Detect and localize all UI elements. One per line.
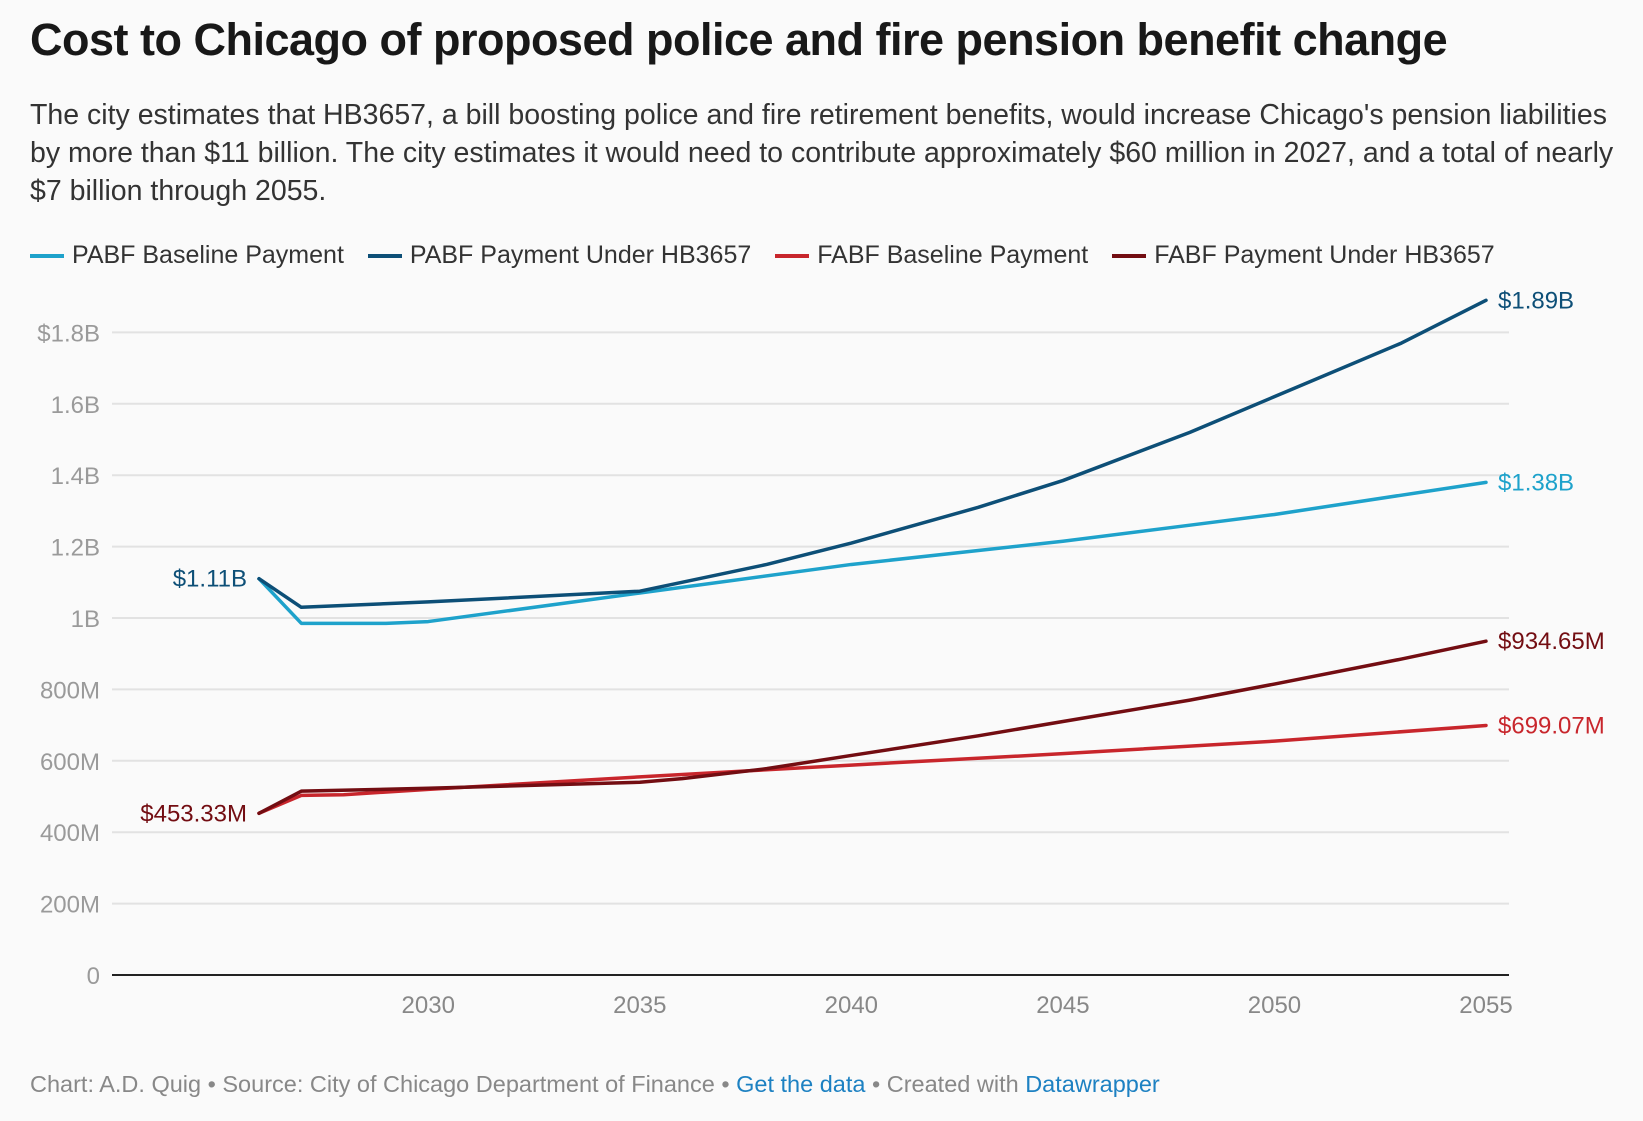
legend-label: PABF Payment Under HB3657 [409, 241, 752, 269]
y-tick-label: 0 [87, 963, 100, 990]
legend-swatch [367, 253, 402, 258]
start-value-label: $1.11B [173, 566, 247, 593]
end-value-label: $934.65M [1498, 628, 1605, 655]
y-tick-label: $1.8B [37, 320, 100, 347]
x-tick-label: 2055 [1459, 992, 1512, 1019]
footer-created: • Created with [871, 1071, 1019, 1097]
x-tick-label: 2045 [1036, 992, 1089, 1019]
y-tick-label: 1B [71, 606, 100, 633]
x-tick-label: 2050 [1248, 992, 1301, 1019]
footer: Chart: A.D. Quig • Source: City of Chica… [30, 1071, 1160, 1098]
legend-swatch [1112, 253, 1147, 258]
y-tick-label: 800M [40, 677, 100, 704]
legend-label: FABF Baseline Payment [817, 241, 1089, 269]
x-tick-label: 2035 [613, 992, 666, 1019]
datawrapper-link[interactable]: Datawrapper [1025, 1071, 1160, 1097]
legend-item-pabf-hb3657: PABF Payment Under HB3657 [367, 241, 752, 270]
chart-title: Cost to Chicago of proposed police and f… [30, 14, 1448, 65]
series-line-3 [257, 639, 1488, 816]
legend-item-fabf-hb3657: FABF Payment Under HB3657 [1112, 241, 1495, 270]
series-line-1 [257, 298, 1488, 610]
y-tick-label: 1.6B [51, 392, 100, 419]
legend-item-fabf-baseline: FABF Baseline Payment [775, 241, 1088, 270]
x-tick-label: 2030 [402, 992, 455, 1019]
chart-subtitle: The city estimates that HB3657, a bill b… [30, 99, 1614, 207]
series-line-0 [257, 480, 1488, 626]
legend-item-pabf-baseline: PABF Baseline Payment [30, 241, 344, 270]
y-tick-label: 400M [40, 820, 100, 847]
get-the-data-link[interactable]: Get the data [736, 1071, 866, 1097]
end-value-label: $1.89B [1498, 287, 1574, 314]
end-value-label: $699.07M [1498, 712, 1605, 739]
y-tick-label: 1.4B [51, 463, 100, 490]
legend-label: FABF Payment Under HB3657 [1154, 241, 1495, 269]
y-tick-label: 600M [40, 749, 100, 776]
start-value-label: $453.33M [140, 800, 247, 827]
legend: PABF Baseline Payment PABF Payment Under… [30, 241, 1495, 270]
y-tick-label: 200M [40, 892, 100, 919]
legend-swatch [775, 253, 810, 258]
series-line-2 [257, 723, 1488, 816]
footer-credit: Chart: A.D. Quig • Source: City of Chica… [30, 1071, 730, 1097]
legend-label: PABF Baseline Payment [72, 241, 344, 269]
end-value-label: $1.38B [1498, 469, 1574, 496]
y-tick-label: 1.2B [51, 535, 100, 562]
x-tick-label: 2040 [825, 992, 878, 1019]
legend-swatch [30, 253, 64, 258]
